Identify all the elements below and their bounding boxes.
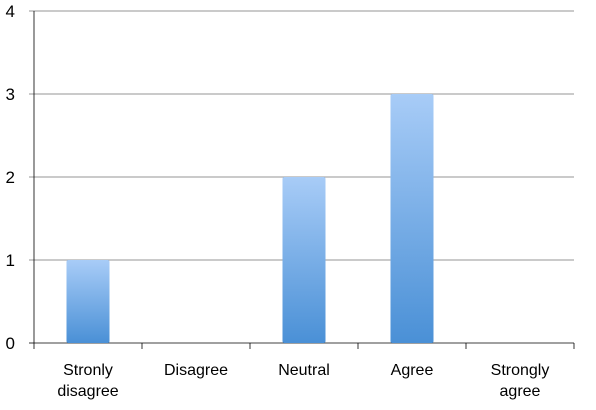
x-category-label-stronly-disagree: Stronly disagree (57, 362, 118, 400)
bar-agree (390, 94, 434, 343)
x-axis-category-labels: Stronly disagree Disagree Neutral Agree Stron… (57, 362, 549, 400)
y-tick-label-3: 3 (6, 85, 15, 104)
x-category-label-disagree: Disagree (164, 362, 228, 379)
y-tick-label-4: 4 (6, 2, 15, 21)
y-tick-label-0: 0 (6, 334, 15, 353)
bar-neutral (282, 177, 326, 343)
y-axis-tick-labels: 0 1 2 3 4 (6, 2, 15, 353)
bar-stronly-disagree (66, 260, 110, 343)
bars (66, 94, 434, 343)
y-tick-label-1: 1 (6, 251, 15, 270)
y-tick-label-2: 2 (6, 168, 15, 187)
x-category-label-agree: Agree (391, 362, 434, 379)
x-category-label-neutral: Neutral (278, 362, 330, 379)
x-category-label-strongly-agree: Strongly agree (491, 362, 550, 400)
